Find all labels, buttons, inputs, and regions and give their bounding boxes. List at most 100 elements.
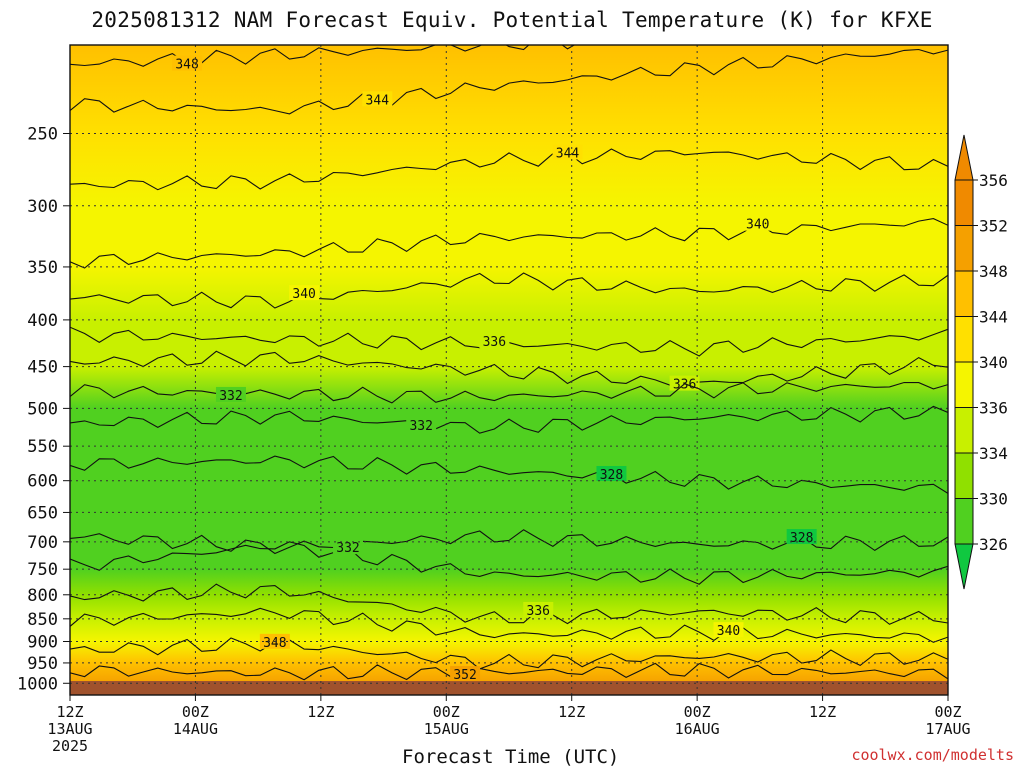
x-tick-label: 16AUG xyxy=(675,720,720,738)
contour-label-bg xyxy=(333,539,364,555)
contour-label: 344 xyxy=(556,146,580,161)
contour-label-bg xyxy=(450,666,481,682)
y-tick-label: 650 xyxy=(27,503,58,523)
colorbar-swatch xyxy=(954,270,974,317)
y-tick-label: 1000 xyxy=(17,674,58,694)
contour-label-bg xyxy=(742,215,773,231)
colorbar-label: 336 xyxy=(979,399,1008,418)
contour-line xyxy=(70,541,948,585)
contour-label: 344 xyxy=(366,93,390,108)
contour-line xyxy=(70,583,948,625)
x-tick-label: 12Z xyxy=(558,703,585,721)
colorbar-swatch xyxy=(954,316,974,363)
contour-line xyxy=(70,607,948,643)
colorbar-swatch xyxy=(954,225,974,272)
contour-line xyxy=(70,455,948,494)
contour-label: 336 xyxy=(483,335,506,350)
credit-link[interactable]: coolwx.com/modelts xyxy=(851,746,1014,764)
y-tick-label: 750 xyxy=(27,560,58,580)
x-tick-label: 00Z xyxy=(433,703,460,721)
x-tick-label: 14AUG xyxy=(173,720,218,738)
plot-frame xyxy=(69,44,949,696)
contour-line xyxy=(70,637,948,670)
y-tick-label: 800 xyxy=(27,586,58,606)
y-tick-label: 550 xyxy=(27,437,58,457)
colorbar-arrow-top xyxy=(954,134,974,181)
contour-label: 348 xyxy=(263,636,286,651)
y-tick-label: 600 xyxy=(27,472,58,492)
y-tick-label: 300 xyxy=(27,197,58,217)
contour-label: 340 xyxy=(717,624,740,639)
contour-label-bg xyxy=(523,601,554,617)
colorbar-label: 348 xyxy=(979,262,1008,281)
contour-line xyxy=(70,272,948,309)
x-tick-label: 12Z xyxy=(809,703,836,721)
theta-e-field xyxy=(70,45,948,695)
contour-line xyxy=(70,148,948,191)
colorbar-label: 356 xyxy=(979,171,1008,190)
y-tick-label: 950 xyxy=(27,654,58,674)
contour-label-bg xyxy=(713,622,744,638)
contour-line xyxy=(70,218,948,269)
y-tick-label: 250 xyxy=(27,124,58,144)
y-tick-label: 450 xyxy=(27,358,58,378)
colorbar-arrow-bottom xyxy=(954,543,974,590)
contour-line xyxy=(70,45,576,67)
chart-title: 2025081312 NAM Forecast Equiv. Potential… xyxy=(91,8,933,32)
contour-label-bg xyxy=(362,91,393,107)
contour-label: 328 xyxy=(600,468,623,483)
x-tick-label: 17AUG xyxy=(925,720,970,738)
x-tick-label: 13AUG xyxy=(47,720,92,738)
plot-area: 3483443443403403363363323323283283323363… xyxy=(70,45,948,695)
colorbar-swatch xyxy=(954,179,974,226)
colorbar-label: 344 xyxy=(979,308,1008,327)
contour-label: 336 xyxy=(527,604,550,619)
contour-label: 332 xyxy=(409,419,432,434)
contour-label-bg xyxy=(786,529,817,545)
contour-label-bg xyxy=(172,55,203,71)
y-tick-label: 350 xyxy=(27,258,58,278)
contour-label-bg xyxy=(596,465,627,481)
colorbar-swatch xyxy=(954,407,974,454)
colorbar-label: 330 xyxy=(979,490,1008,509)
contour-line xyxy=(70,350,948,386)
contour-label: 352 xyxy=(453,668,476,683)
contour-label: 332 xyxy=(219,389,242,404)
x-tick-label: 12Z xyxy=(307,703,334,721)
colorbar: 356 352 348 344 340 336 334 330 326 xyxy=(954,134,1008,590)
y-tick-label: 900 xyxy=(27,632,58,652)
colorbar-swatch xyxy=(954,452,974,499)
contour-label: 340 xyxy=(746,218,769,233)
y-tick-label: 500 xyxy=(27,399,58,419)
x-tick-label: 00Z xyxy=(684,703,711,721)
contour-label-bg xyxy=(215,386,246,402)
colorbar-label: 334 xyxy=(979,444,1008,463)
x-tick-label: 00Z xyxy=(182,703,209,721)
contour-label: 332 xyxy=(336,541,359,556)
colorbar-swatch xyxy=(954,498,974,545)
x-tick-label: 00Z xyxy=(934,703,961,721)
y-tick-label: 700 xyxy=(27,533,58,553)
colorbar-swatch xyxy=(954,361,974,408)
contour-line xyxy=(70,662,948,681)
x-tick-label: 15AUG xyxy=(424,720,469,738)
contour-label-bg xyxy=(289,285,320,301)
colorbar-label: 352 xyxy=(979,217,1008,236)
contour-label-bg xyxy=(406,417,437,433)
contour-label: 340 xyxy=(292,287,315,302)
axes: 2503003504004505005506006507007508008509… xyxy=(17,44,971,755)
x-axis-label: Forecast Time (UTC) xyxy=(402,746,620,768)
contour-label: 348 xyxy=(175,58,198,73)
contour-line xyxy=(70,405,948,434)
colorbar-label: 340 xyxy=(979,353,1008,372)
contour-label-bg xyxy=(552,144,583,160)
contour-line xyxy=(70,48,948,115)
y-tick-label: 400 xyxy=(27,311,58,331)
x-tick-label: 12Z xyxy=(56,703,83,721)
y-tick-label: 850 xyxy=(27,610,58,630)
ground-strip xyxy=(70,681,948,695)
contour-label-bg xyxy=(479,333,510,349)
contour-label: 328 xyxy=(790,531,813,546)
colorbar-label: 326 xyxy=(979,535,1008,554)
